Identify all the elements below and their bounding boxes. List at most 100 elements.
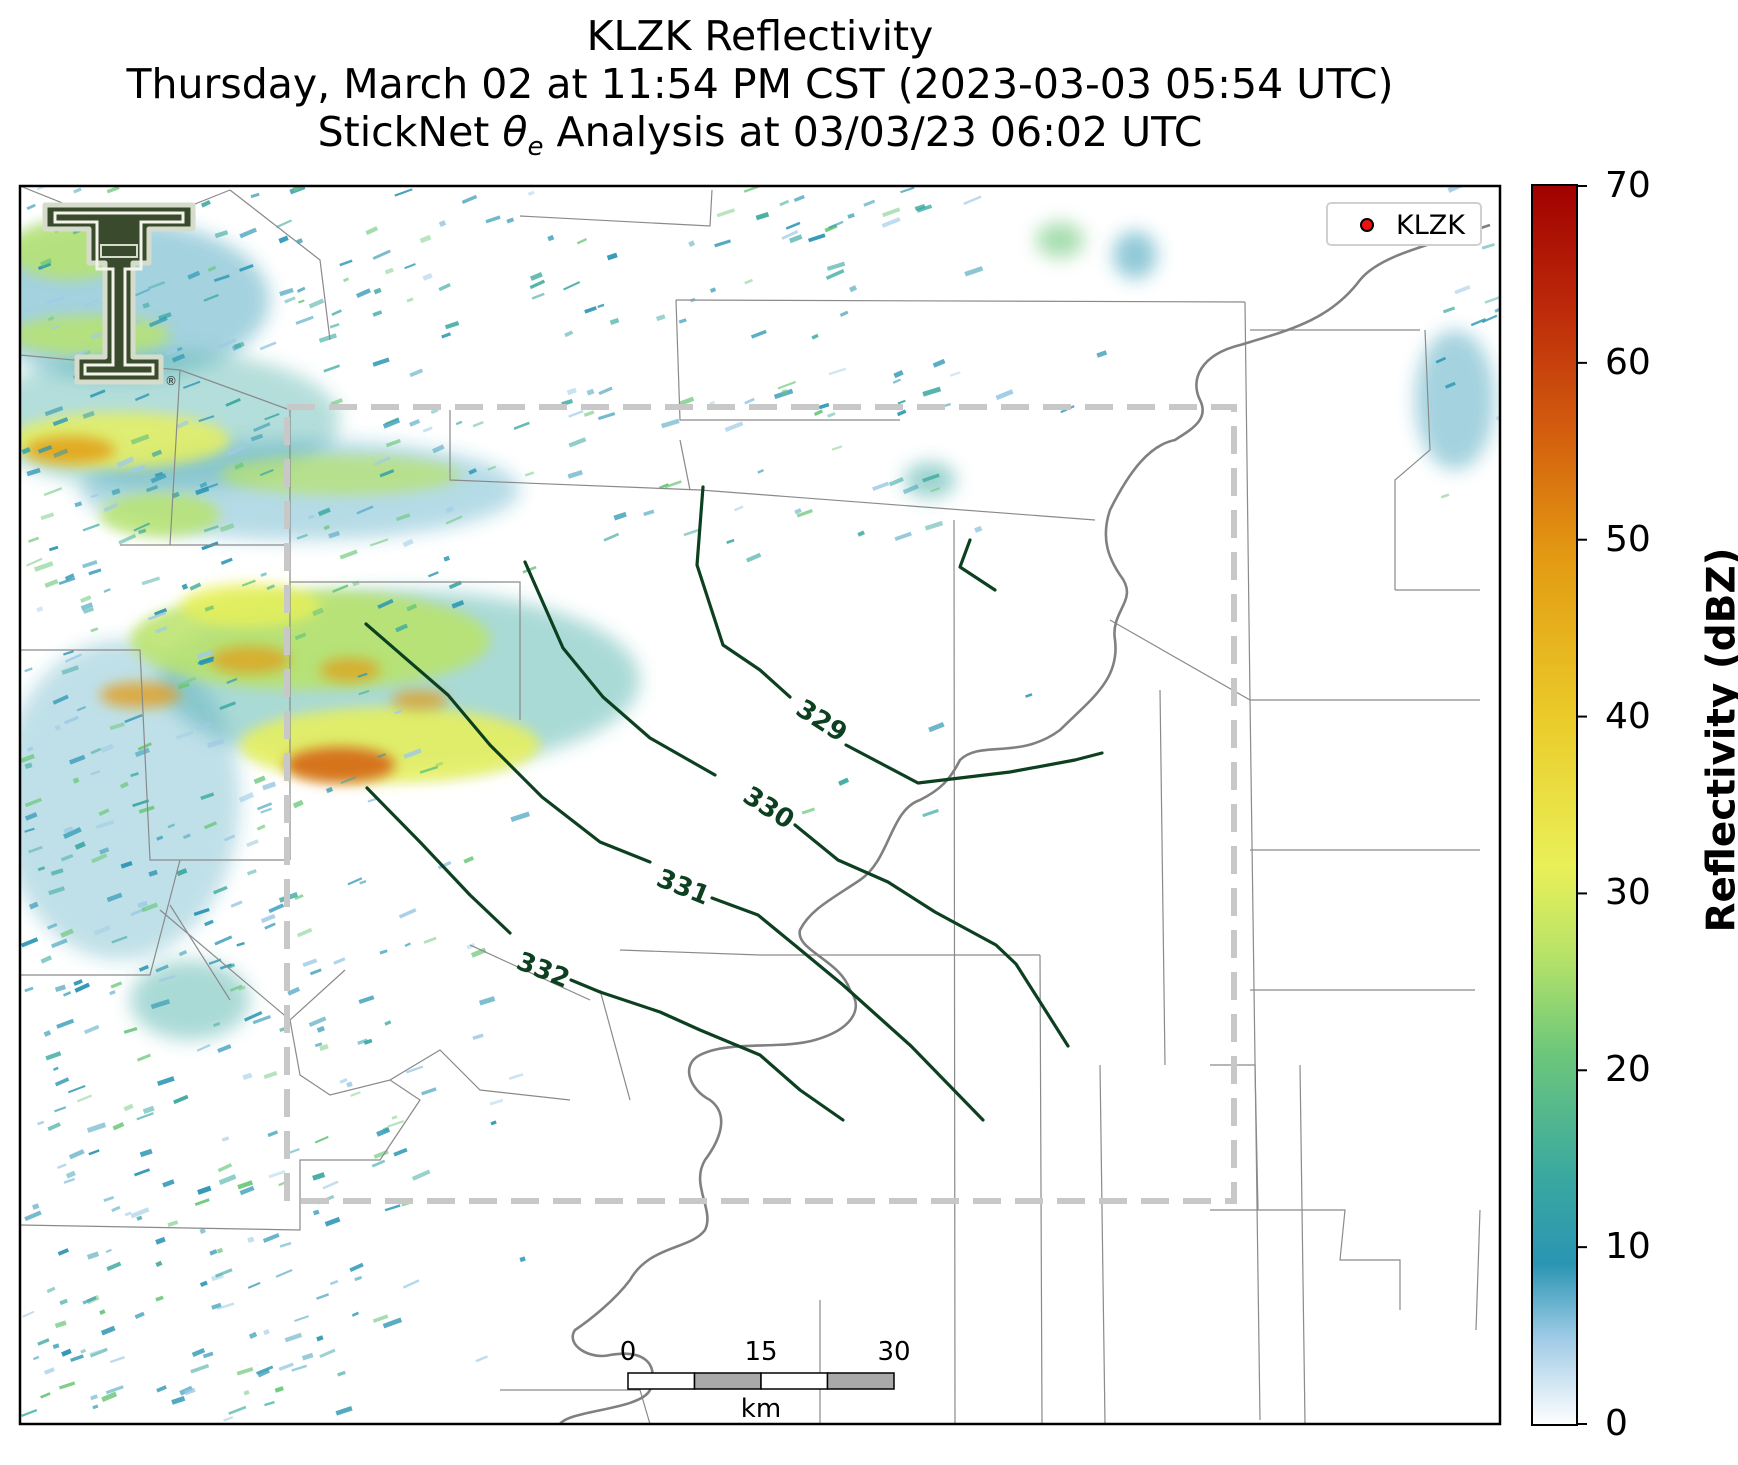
- radar-speckle: [295, 315, 314, 325]
- radar-speckle: [142, 302, 150, 309]
- radar-speckle: [367, 797, 378, 803]
- radar-speckle: [238, 985, 246, 991]
- radar-speckle: [302, 958, 318, 967]
- radar-speckle: [428, 571, 439, 578]
- radar-speckle: [576, 238, 588, 245]
- radar-speckle: [53, 1066, 59, 1071]
- radar-speckle: [118, 533, 137, 545]
- radar-speckle: [24, 762, 33, 769]
- radar-speckle: [119, 781, 129, 789]
- radar-speckle: [176, 346, 183, 352]
- radar-speckle: [219, 523, 235, 532]
- radar-speckle: [316, 1293, 330, 1300]
- radar-speckle: [142, 1105, 155, 1115]
- radar-speckle: [813, 409, 824, 416]
- radar-speckle: [191, 1348, 206, 1358]
- legend-label: KLZK: [1396, 210, 1465, 241]
- radar-speckle: [217, 1044, 232, 1053]
- radar-speckle: [28, 536, 40, 543]
- radar-speckle: [89, 1348, 103, 1356]
- radar-speckle: [825, 269, 845, 280]
- radar-speckle: [914, 204, 926, 211]
- radar-speckle: [247, 869, 257, 876]
- radar-speckle: [358, 995, 375, 1004]
- radar-speckle: [296, 533, 308, 540]
- radar-speckle: [322, 1180, 339, 1190]
- radar-speckle: [53, 448, 69, 458]
- radar-speckle: [99, 847, 110, 855]
- colorbar-title: Reflectivity (dBZ): [1699, 547, 1738, 933]
- radar-speckle: [374, 456, 391, 466]
- radar-speckle: [124, 713, 143, 724]
- radar-speckle: [337, 1370, 346, 1377]
- radar-speckle: [411, 1169, 431, 1181]
- radar-speckle: [24, 827, 35, 833]
- radar-speckle: [395, 513, 411, 522]
- radar-speckle: [479, 996, 496, 1006]
- radar-speckle: [158, 312, 172, 321]
- radar-speckle: [123, 1103, 134, 1112]
- radar-speckle: [828, 220, 844, 229]
- radar-speckle: [893, 370, 904, 379]
- radar-speckle: [838, 777, 850, 786]
- radar-speckle: [203, 293, 219, 302]
- radar-speckle: [52, 1343, 60, 1350]
- radar-speckle: [253, 422, 271, 432]
- radar-speckle: [120, 860, 133, 869]
- radar-speckle: [225, 398, 241, 407]
- radar-speckle: [227, 445, 246, 456]
- radar-speckle: [48, 545, 59, 552]
- radar-speckle: [148, 316, 168, 328]
- radar-speckle: [613, 511, 627, 521]
- radar-speckle: [90, 747, 102, 755]
- radar-speckle: [98, 808, 110, 816]
- radar-speckle: [597, 303, 605, 309]
- radar-speckle: [63, 826, 74, 834]
- radar-speckle: [308, 514, 315, 520]
- radar-speckle: [199, 481, 208, 489]
- radar-speckle: [839, 310, 849, 317]
- radar-speckle: [194, 1198, 210, 1207]
- colorbar-tick-label-20: 20: [1605, 1049, 1651, 1091]
- radar-speckle: [60, 928, 74, 938]
- legend: KLZK: [1326, 202, 1482, 246]
- radar-speckle: [167, 1220, 179, 1228]
- radar-speckle: [46, 922, 58, 930]
- radar-speckle: [105, 1385, 124, 1395]
- radar-speckle: [461, 194, 478, 205]
- radar-speckle: [1435, 356, 1447, 364]
- radar-speckle: [384, 1020, 392, 1026]
- radar-speckle: [916, 204, 933, 213]
- radar-speckle: [204, 919, 214, 927]
- colorbar-tick-label-10: 10: [1605, 1226, 1651, 1268]
- radar-speckle: [679, 396, 695, 406]
- radar-speckle: [54, 1106, 67, 1113]
- title-analysis: StickNet θe Analysis at 03/03/23 06:02 U…: [317, 108, 1203, 163]
- radar-speckle: [372, 249, 391, 260]
- radar-speckle: [248, 1331, 258, 1339]
- radar-speckle: [43, 1030, 52, 1037]
- radar-speckle: [74, 982, 91, 993]
- radar-speckle: [74, 501, 83, 508]
- radar-speckle: [319, 1348, 336, 1359]
- radar-speckle: [44, 578, 59, 588]
- radar-speckle: [158, 974, 176, 983]
- radar-speckle: [714, 239, 732, 248]
- radar-speckle: [24, 986, 34, 993]
- radar-speckle: [257, 1369, 270, 1378]
- radar-speckle: [136, 1053, 151, 1062]
- radar-speckle: [369, 538, 389, 547]
- radar-speckle: [777, 380, 797, 390]
- radar-speckle: [214, 935, 233, 946]
- radar-speckle: [100, 1325, 116, 1336]
- radar-speckle: [57, 1248, 70, 1256]
- radar-speckle: [529, 272, 543, 281]
- radar-speckle: [489, 1098, 504, 1106]
- radar-speckle: [112, 1121, 125, 1131]
- radar-speckle: [241, 579, 256, 587]
- radar-speckle: [24, 812, 38, 821]
- radar-speckle: [21, 447, 31, 455]
- radar-speckle: [182, 833, 191, 840]
- radar-speckle: [356, 288, 371, 299]
- radar-speckle: [26, 467, 41, 477]
